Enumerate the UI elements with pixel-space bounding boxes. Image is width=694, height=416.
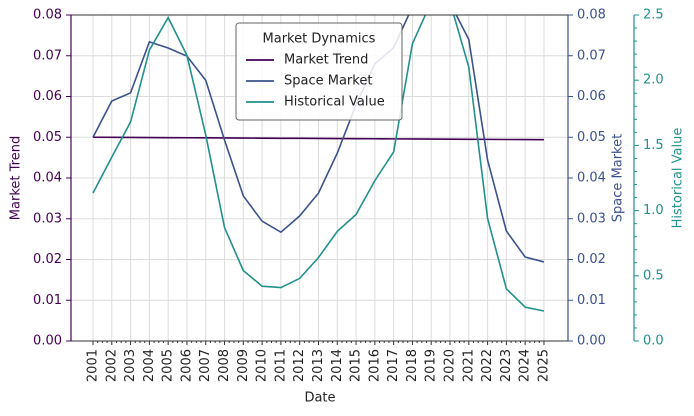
x-tick-label: 2001 bbox=[86, 349, 101, 382]
x-tick-label: 2018 bbox=[405, 349, 420, 382]
y-tick-label: 0.03 bbox=[33, 211, 62, 226]
y3-tick-label: 0.5 bbox=[643, 268, 664, 283]
x-tick-label: 2025 bbox=[536, 349, 551, 382]
y2-tick-label: 0.06 bbox=[577, 89, 606, 104]
y3-axis-label: Historical Value bbox=[671, 128, 686, 229]
x-tick-label: 2002 bbox=[104, 349, 119, 382]
y2-tick-label: 0.02 bbox=[577, 252, 606, 267]
x-tick-label: 2019 bbox=[424, 349, 439, 382]
x-tick-label: 2014 bbox=[330, 349, 345, 382]
x-tick-label: 2017 bbox=[386, 349, 401, 382]
x-tick-label: 2009 bbox=[236, 349, 251, 382]
y-tick-label: 0.08 bbox=[33, 8, 62, 23]
y-tick-label: 0.00 bbox=[33, 334, 62, 349]
x-tick-label: 2004 bbox=[142, 349, 157, 382]
series-line bbox=[92, 136, 544, 141]
y3-tick-label: 2.0 bbox=[643, 73, 664, 88]
x-tick-label: 2010 bbox=[255, 349, 270, 382]
y2-tick-label: 0.07 bbox=[577, 48, 606, 63]
legend-title: Market Dynamics bbox=[263, 32, 376, 47]
y-tick-label: 0.05 bbox=[33, 130, 62, 145]
y3-tick-label: 0.0 bbox=[643, 334, 664, 349]
x-tick-label: 2016 bbox=[367, 349, 382, 382]
x-tick-label: 2020 bbox=[443, 349, 458, 382]
y3-tick-label: 1.0 bbox=[643, 203, 664, 218]
legend-label: Market Trend bbox=[284, 53, 368, 68]
x-axis-label: Date bbox=[304, 391, 335, 406]
y2-tick-label: 0.05 bbox=[577, 130, 606, 145]
y-tick-label: 0.01 bbox=[33, 293, 62, 308]
y-tick-label: 0.07 bbox=[33, 48, 62, 63]
y2-tick-label: 0.03 bbox=[577, 211, 606, 226]
y2-tick-label: 0.08 bbox=[577, 8, 606, 23]
x-tick-label: 2012 bbox=[292, 349, 307, 382]
x-tick-label: 2011 bbox=[273, 349, 288, 382]
y2-tick-label: 0.00 bbox=[577, 334, 606, 349]
series-line bbox=[92, 15, 545, 263]
x-tick-label: 2006 bbox=[179, 349, 194, 382]
y2-tick-label: 0.04 bbox=[577, 171, 606, 186]
x-tick-label: 2007 bbox=[198, 349, 213, 382]
x-tick-label: 2024 bbox=[518, 349, 533, 382]
y-tick-label: 0.06 bbox=[33, 89, 62, 104]
series-line bbox=[92, 15, 545, 312]
legend-box bbox=[235, 22, 403, 121]
x-tick-label: 2013 bbox=[311, 349, 326, 382]
y-tick-label: 0.04 bbox=[33, 171, 62, 186]
y2-tick-label: 0.01 bbox=[577, 293, 606, 308]
x-tick-label: 2022 bbox=[480, 349, 495, 382]
x-tick-label: 2005 bbox=[161, 349, 176, 382]
legend-label: Historical Value bbox=[284, 95, 385, 110]
y3-tick-label: 1.5 bbox=[643, 138, 664, 153]
x-tick-label: 2015 bbox=[349, 349, 364, 382]
x-tick-label: 2021 bbox=[461, 349, 476, 382]
y-axis-label: Market Trend bbox=[9, 136, 24, 220]
legend-label: Space Market bbox=[284, 74, 372, 89]
y2-axis-label: Space Market bbox=[611, 134, 626, 222]
x-tick-label: 2023 bbox=[499, 349, 514, 382]
y3-tick-label: 2.5 bbox=[643, 8, 664, 23]
x-tick-label: 2008 bbox=[217, 349, 232, 382]
y-tick-label: 0.02 bbox=[33, 252, 62, 267]
x-tick-label: 2003 bbox=[123, 349, 138, 382]
